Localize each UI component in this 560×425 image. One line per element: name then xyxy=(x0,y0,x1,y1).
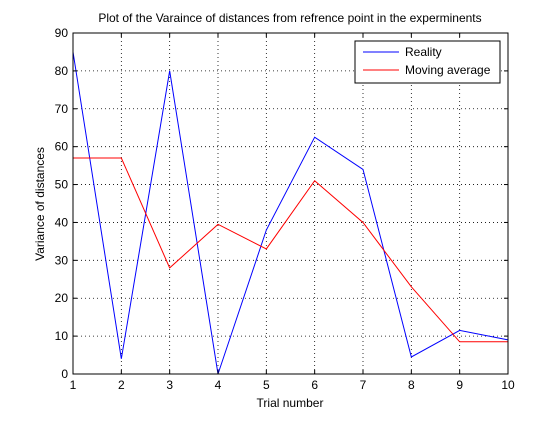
series-line-0 xyxy=(72,51,509,375)
y-tick-label: 20 xyxy=(55,291,69,305)
x-tick-label: 3 xyxy=(166,378,173,392)
legend-label: Reality xyxy=(405,45,442,59)
legend-label: Moving average xyxy=(405,63,491,77)
y-tick-label: 70 xyxy=(55,102,69,116)
plot-area xyxy=(73,33,508,374)
grid xyxy=(73,33,508,374)
x-tick-label: 7 xyxy=(360,378,367,392)
chart-title: Plot of the Varaince of distances from r… xyxy=(98,11,481,25)
x-tick-label: 1 xyxy=(70,378,77,392)
legend-box xyxy=(354,40,501,84)
y-tick-label: 30 xyxy=(55,253,69,267)
y-axis-label: Variance of distances xyxy=(33,147,47,261)
x-axis-label: Trial number xyxy=(257,396,324,410)
x-tick-label: 6 xyxy=(311,378,318,392)
plot-frame xyxy=(72,32,509,375)
x-tick-label: 5 xyxy=(263,378,270,392)
axis-ticks: 1 2 3 4 5 6 7 8 9 10 0 10 20 30 40 50 60 70 80 90 xyxy=(55,26,515,392)
legend: Reality Moving average xyxy=(354,40,501,84)
y-tick-label: 90 xyxy=(55,26,69,40)
x-tick-label: 2 xyxy=(118,378,125,392)
x-tick-label: 8 xyxy=(408,378,415,392)
x-tick-label: 9 xyxy=(456,378,463,392)
series-layer xyxy=(72,51,509,375)
x-tick-label: 10 xyxy=(501,378,515,392)
y-tick-label: 40 xyxy=(55,215,69,229)
y-tick-label: 80 xyxy=(55,64,69,78)
series-line-1 xyxy=(73,157,508,343)
y-tick-label: 10 xyxy=(55,329,69,343)
y-tick-label: 50 xyxy=(55,178,69,192)
y-tick-label: 0 xyxy=(61,367,68,381)
x-tick-label: 4 xyxy=(215,378,222,392)
y-tick-label: 60 xyxy=(55,140,69,154)
